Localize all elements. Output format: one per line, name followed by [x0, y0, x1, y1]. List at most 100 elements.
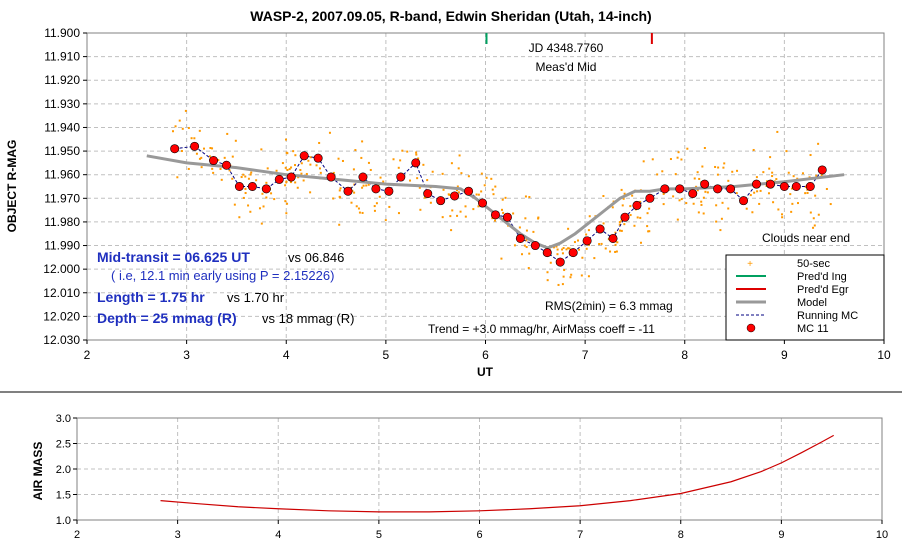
raw-point — [483, 184, 486, 187]
raw-point — [704, 190, 707, 193]
rms-label: RMS(2min) = 6.3 mmag — [545, 299, 673, 313]
raw-point — [480, 190, 483, 193]
raw-point — [806, 191, 809, 194]
raw-point — [680, 198, 683, 201]
mc-point — [502, 212, 512, 222]
raw-point — [801, 172, 804, 175]
raw-point — [416, 177, 419, 180]
raw-point — [619, 229, 622, 232]
raw-point — [662, 192, 665, 195]
top-x-ticks: 2 3 4 5 6 7 8 9 10 — [84, 340, 891, 362]
raw-point — [305, 172, 308, 175]
raw-point — [567, 227, 570, 230]
raw-point — [270, 192, 273, 195]
raw-point — [561, 283, 564, 286]
raw-point — [261, 192, 264, 195]
raw-point — [209, 147, 212, 150]
mc-point — [261, 184, 271, 194]
raw-point — [716, 173, 719, 176]
mc-point — [384, 186, 394, 196]
raw-point — [234, 139, 237, 142]
raw-point — [456, 214, 459, 217]
raw-point — [441, 172, 444, 175]
raw-point — [397, 166, 400, 169]
raw-point — [328, 131, 331, 134]
raw-point — [622, 197, 625, 200]
raw-point — [388, 205, 391, 208]
raw-point — [642, 160, 645, 163]
raw-point — [223, 156, 226, 159]
raw-point — [569, 276, 572, 279]
top-y-tick-label: 12.010 — [43, 286, 80, 300]
raw-point — [258, 207, 261, 210]
raw-point — [338, 189, 341, 192]
raw-point — [373, 209, 376, 212]
bottom-x-tick-label: 3 — [175, 529, 181, 541]
raw-point — [289, 181, 292, 184]
raw-point — [451, 209, 454, 212]
raw-point — [639, 241, 642, 244]
mc-point — [343, 186, 353, 196]
raw-point — [629, 205, 632, 208]
raw-point — [339, 187, 342, 190]
bottom-x-tick-label: 4 — [275, 529, 281, 541]
raw-point — [260, 222, 263, 225]
raw-point — [285, 180, 288, 183]
raw-point — [680, 158, 683, 161]
raw-point — [796, 177, 799, 180]
bottom-x-tick-label: 6 — [476, 529, 482, 541]
raw-point — [338, 223, 341, 226]
raw-point — [365, 184, 368, 187]
bottom-y-axis-label: AIR MASS — [31, 442, 45, 501]
bottom-x-tick-label: 7 — [577, 529, 583, 541]
bottom-x-tick-label: 2 — [74, 529, 80, 541]
raw-point — [749, 194, 752, 197]
raw-point — [299, 168, 302, 171]
raw-point — [337, 157, 340, 160]
raw-point — [762, 171, 765, 174]
mc-point — [490, 210, 500, 220]
top-x-axis-label: UT — [477, 365, 494, 379]
raw-point — [459, 210, 462, 213]
raw-point — [415, 151, 418, 154]
raw-point — [501, 198, 504, 201]
raw-point — [249, 173, 252, 176]
raw-point — [829, 203, 832, 206]
raw-point — [523, 244, 526, 247]
raw-point — [721, 201, 724, 204]
raw-point — [647, 230, 650, 233]
raw-point — [361, 140, 364, 143]
raw-point — [528, 196, 531, 199]
raw-point — [557, 283, 560, 286]
top-x-tick-label: 5 — [383, 348, 390, 362]
clouds-label: Clouds near end — [762, 231, 850, 245]
raw-point — [604, 247, 607, 250]
mc-point — [688, 189, 698, 199]
raw-point — [350, 201, 353, 204]
raw-point — [602, 222, 605, 225]
raw-point — [355, 205, 358, 208]
raw-point — [639, 216, 642, 219]
raw-point — [706, 191, 709, 194]
raw-point — [735, 192, 738, 195]
raw-point — [441, 216, 444, 219]
raw-point — [753, 191, 756, 194]
raw-point — [772, 201, 775, 204]
raw-point — [200, 166, 203, 169]
mc-point — [221, 160, 231, 170]
mc-point — [515, 233, 525, 243]
raw-point — [701, 165, 704, 168]
raw-point — [791, 202, 794, 205]
raw-point — [528, 252, 531, 255]
bottom-x-ticks: 2 3 4 5 6 7 8 9 10 — [74, 520, 888, 541]
raw-point — [812, 226, 815, 229]
raw-point — [768, 167, 771, 170]
raw-point — [580, 274, 583, 277]
raw-point — [651, 158, 654, 161]
raw-point — [633, 224, 636, 227]
raw-point — [494, 185, 497, 188]
mc-point — [660, 184, 670, 194]
mc-point — [582, 236, 592, 246]
raw-point — [722, 166, 725, 169]
raw-point — [567, 247, 570, 250]
